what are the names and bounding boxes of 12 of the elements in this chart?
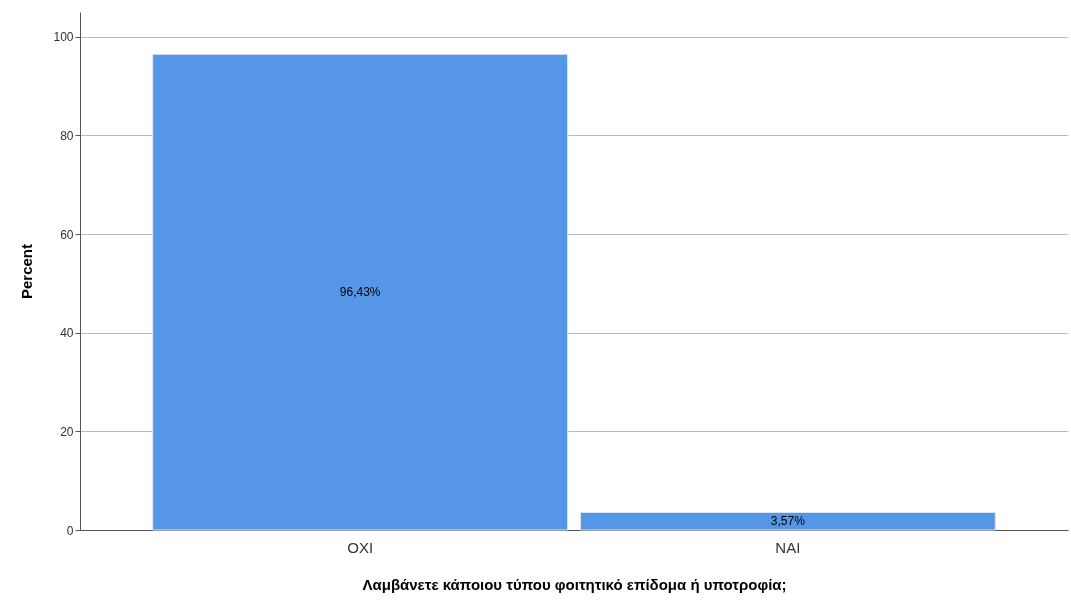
y-tick-label: 40 bbox=[60, 326, 74, 341]
data-label: 96,43% bbox=[339, 285, 381, 300]
y-tick-label: 20 bbox=[60, 424, 74, 439]
y-tick-label: 100 bbox=[53, 30, 74, 45]
x-axis-title: Λαμβάνετε κάποιου τύπου φοιτητικό επίδομα ή υποτροφία; bbox=[362, 575, 787, 593]
y-tick-label: 60 bbox=[60, 227, 74, 242]
y-tick-label: 80 bbox=[60, 128, 74, 143]
y-axis-title: Percent bbox=[18, 243, 36, 300]
x-tick-label: ΟΧΙ bbox=[347, 538, 374, 556]
y-tick-label: 0 bbox=[66, 523, 74, 538]
x-tick-label: ΝΑΙ bbox=[775, 538, 801, 556]
data-label: 3,57% bbox=[770, 514, 806, 529]
